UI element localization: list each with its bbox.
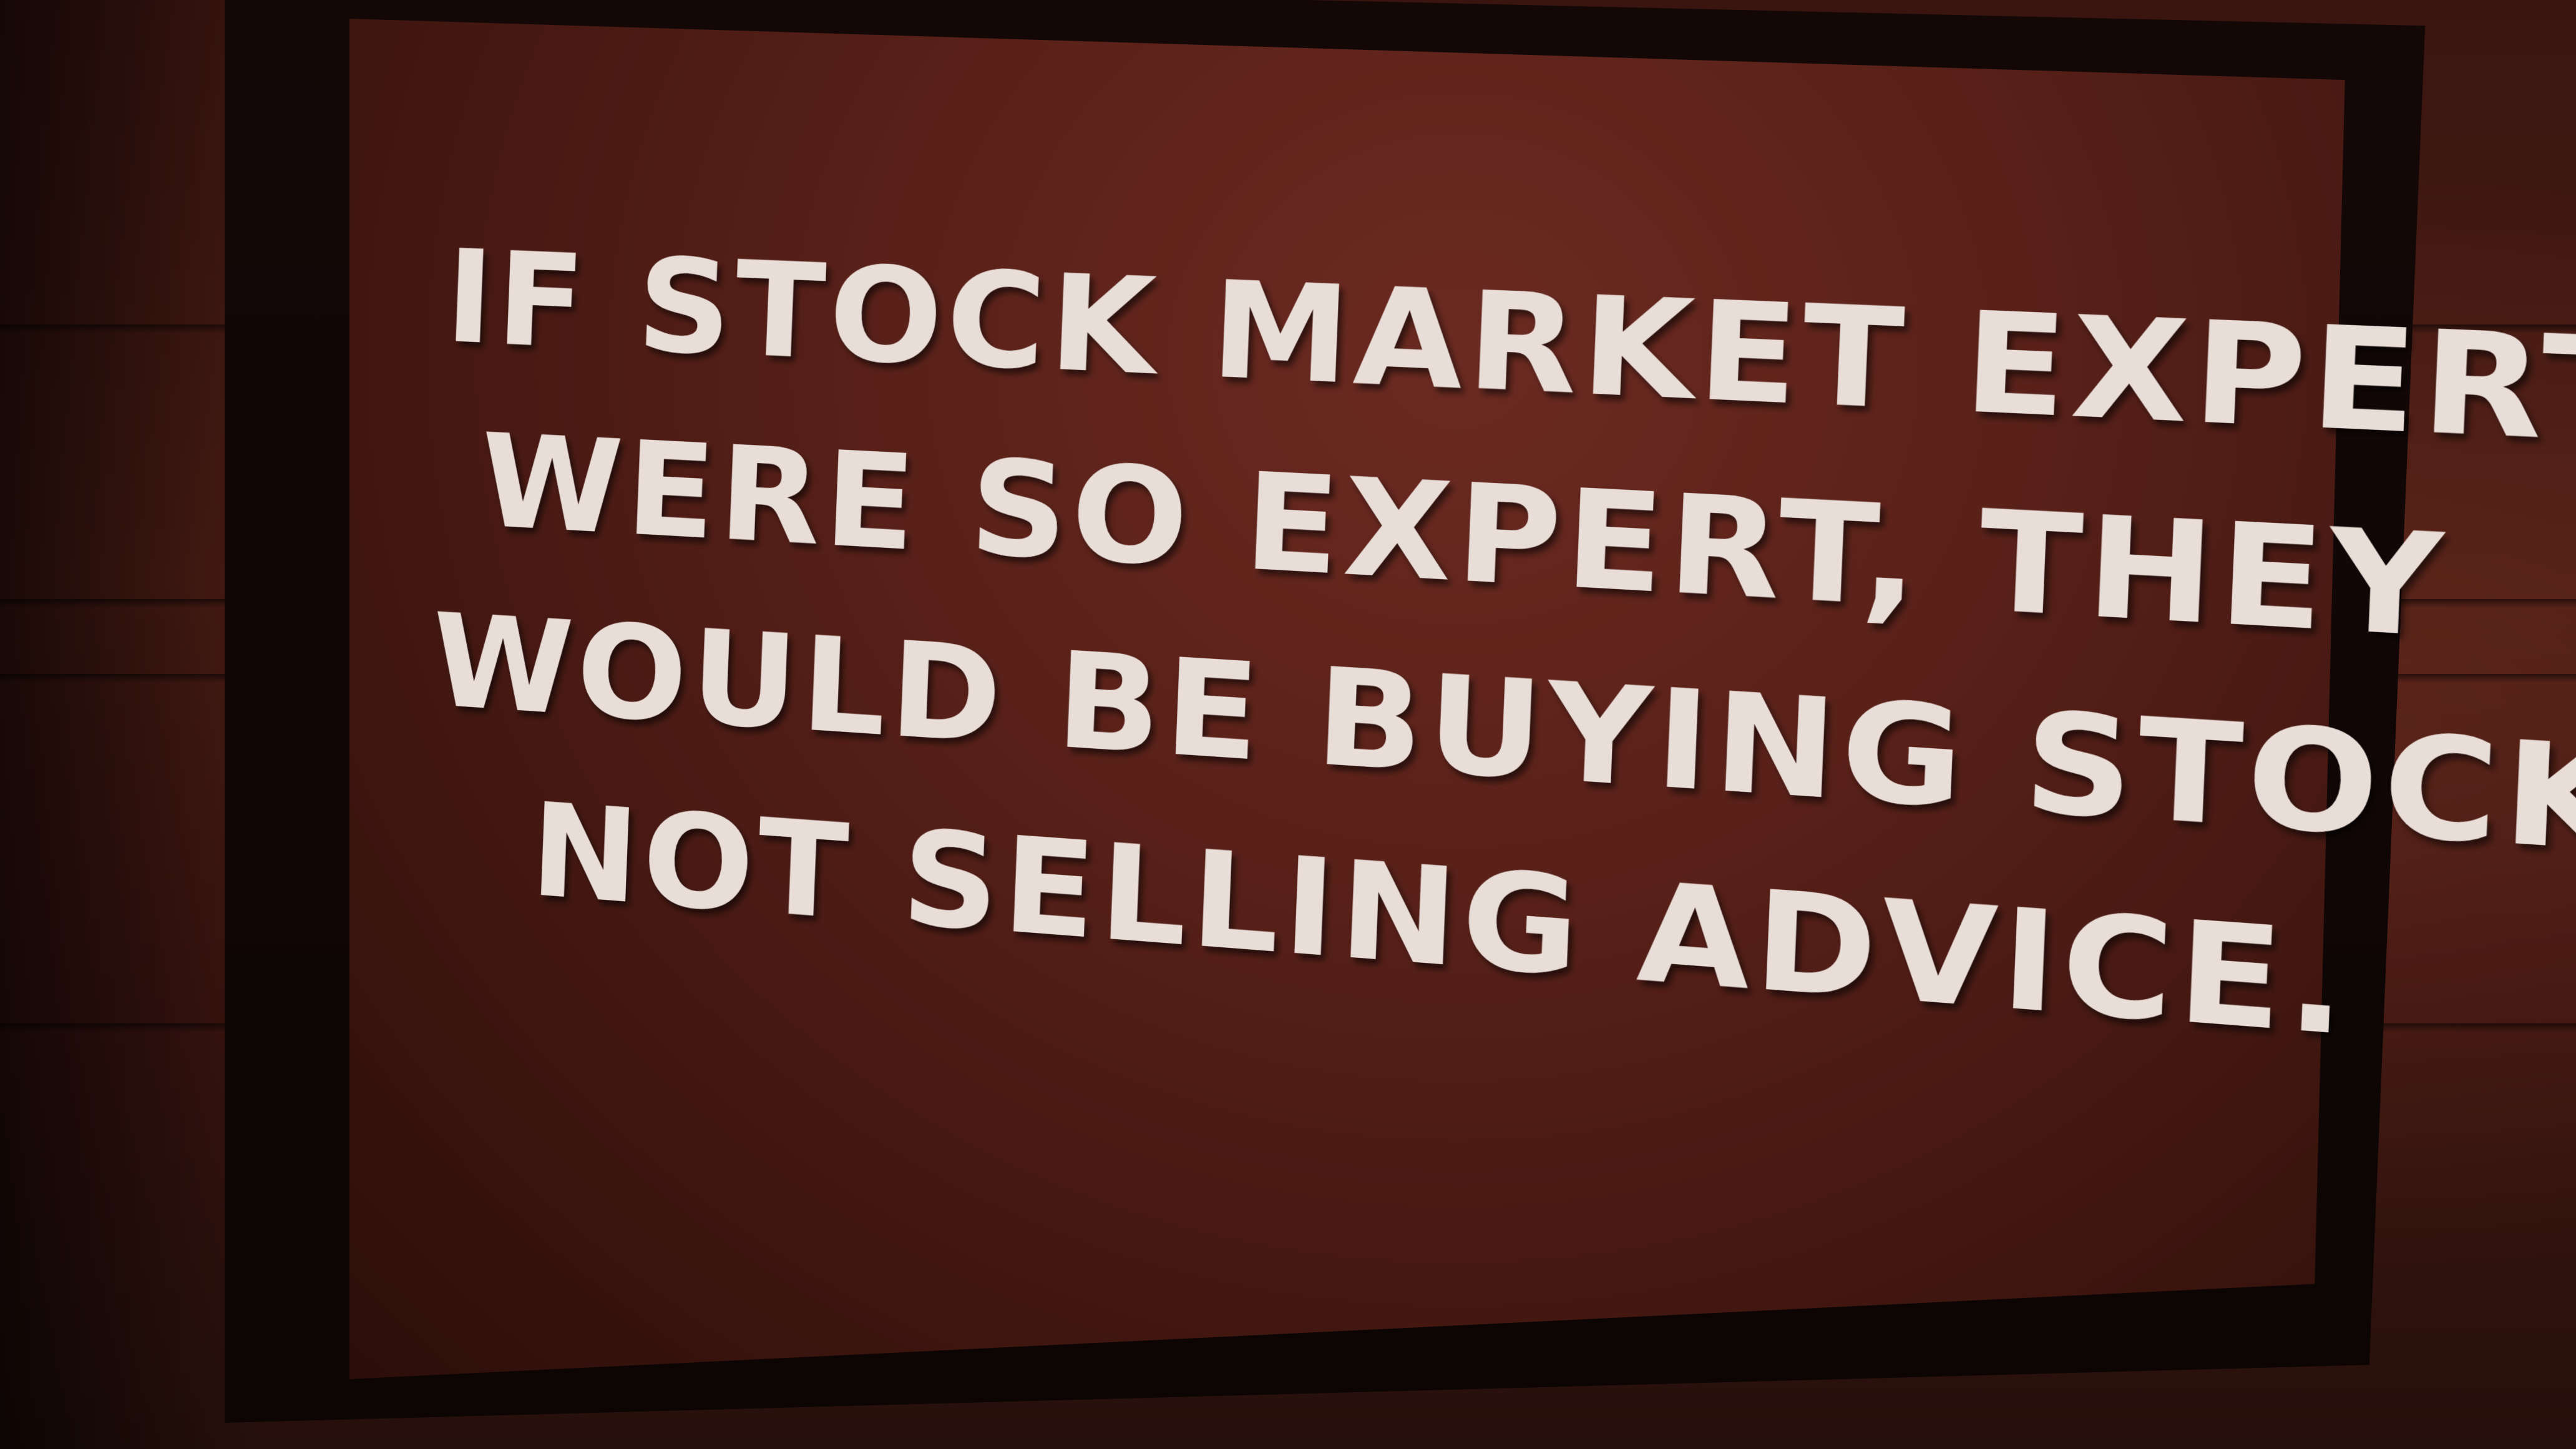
sign-board bbox=[349, 19, 2345, 1379]
wall-shadow bbox=[0, 0, 262, 1449]
